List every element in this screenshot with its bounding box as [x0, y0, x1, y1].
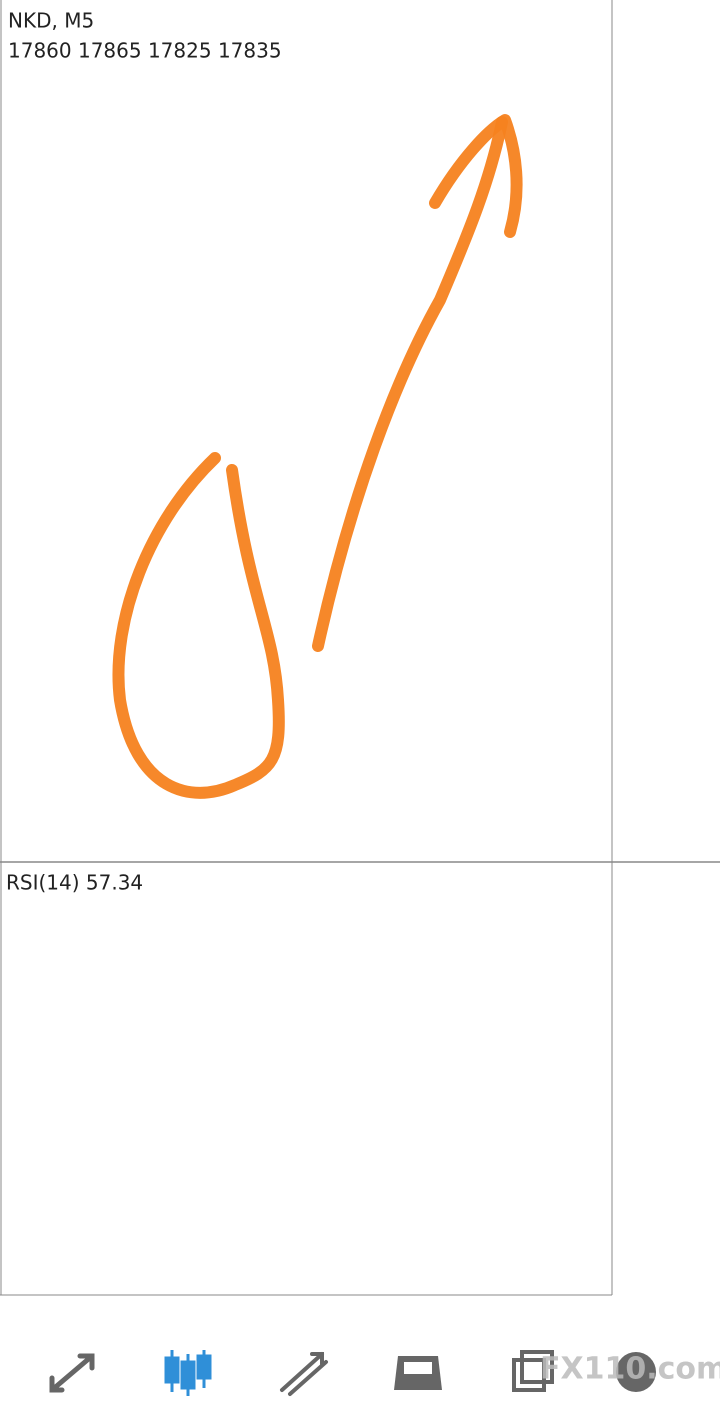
annotation-arrowhead — [429, 114, 523, 238]
rsi-title: RSI(14) 57.34 — [6, 871, 143, 895]
quotes-icon[interactable] — [49, 1353, 95, 1393]
chart-icon[interactable] — [164, 1350, 212, 1396]
history-icon[interactable] — [394, 1356, 442, 1390]
watermark: FX110.com — [540, 1352, 720, 1387]
toolbar — [0, 1330, 720, 1418]
symbol-title: NKD, M5 — [8, 9, 94, 33]
messages-icon[interactable] — [512, 1350, 656, 1392]
trade-icon[interactable] — [280, 1352, 328, 1396]
annotation-arrow — [312, 116, 508, 652]
annotation-loop — [112, 452, 285, 799]
ohlc-header: 17860 17865 17825 17835 — [8, 39, 282, 63]
